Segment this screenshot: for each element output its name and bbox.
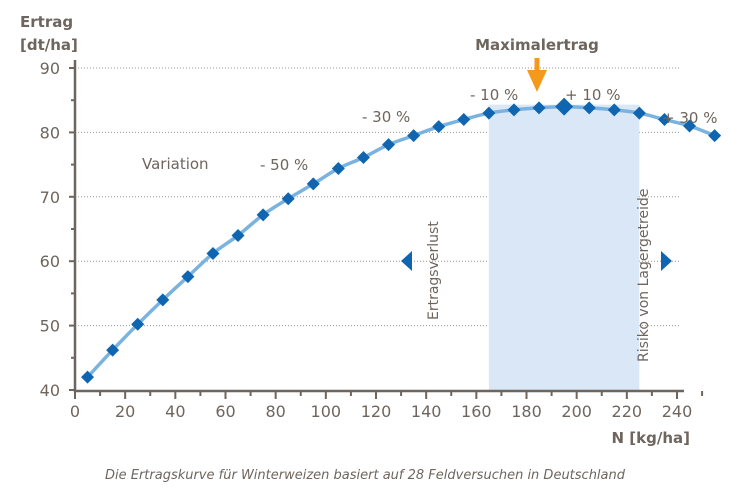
x-tick-label: 140 xyxy=(411,402,442,421)
data-point xyxy=(457,113,471,127)
data-point xyxy=(607,103,621,117)
data-point xyxy=(206,246,220,260)
data-point xyxy=(482,106,496,120)
optimal-range-highlight xyxy=(488,104,640,391)
x-tick-label: 160 xyxy=(461,402,492,421)
x-axis-label: N [kg/ha] xyxy=(612,429,690,447)
y-tick-label: 70 xyxy=(40,188,60,207)
caption: Die Ertragskurve für Winterweizen basier… xyxy=(104,468,626,483)
data-point xyxy=(331,161,345,175)
annotation-plus10: + 10 % xyxy=(565,86,620,104)
data-point xyxy=(432,120,446,134)
x-tick-label: 220 xyxy=(612,402,643,421)
data-point xyxy=(683,119,697,133)
data-point xyxy=(632,106,646,120)
data-point xyxy=(181,270,195,284)
y-axis-label-2: [dt/ha] xyxy=(20,36,78,54)
y-tick-label: 90 xyxy=(40,59,60,78)
x-tick-label: 0 xyxy=(70,402,80,421)
data-point xyxy=(81,370,95,384)
x-tick-label: 80 xyxy=(265,402,285,421)
max-data-point xyxy=(555,97,574,116)
data-point xyxy=(708,129,722,143)
annotation-minus10: - 10 % xyxy=(470,86,518,104)
x-tick-label: 100 xyxy=(311,402,342,421)
data-point xyxy=(356,151,370,165)
annotation-plus30: + 30 % xyxy=(662,109,717,127)
data-point xyxy=(106,343,120,357)
y-tick-label: 80 xyxy=(40,123,60,142)
data-point xyxy=(231,228,245,242)
x-tick-label: 200 xyxy=(561,402,592,421)
annotation-minus30: - 30 % xyxy=(362,108,410,126)
annotation-ertragsverlust: Ertragsverlust xyxy=(426,221,442,320)
left-arrow-icon xyxy=(401,251,412,271)
right-arrow-icon xyxy=(661,251,672,271)
annotation-minus50: - 50 % xyxy=(260,156,308,174)
x-tick-label: 40 xyxy=(165,402,185,421)
data-point xyxy=(507,103,521,117)
x-tick-label: 180 xyxy=(511,402,542,421)
max-arrow-icon xyxy=(527,58,547,92)
annotation-variation: Variation xyxy=(142,155,209,173)
data-point xyxy=(657,113,671,127)
y-tick-label: 40 xyxy=(40,381,60,400)
data-point xyxy=(532,101,546,115)
annotation-risiko-lagergetreide: Risiko von Lagergetreide xyxy=(636,189,652,362)
yield-curve-chart: 40 50 60 70 80 90 0 20 40 60 80 100 120 140 160 180 200 2… xyxy=(20,13,722,447)
annotation-maximalertrag: Maximalertrag xyxy=(475,36,599,54)
data-point xyxy=(382,138,396,152)
data-point xyxy=(156,293,170,307)
data-point xyxy=(131,317,145,331)
data-point xyxy=(582,101,596,115)
y-tick-label: 60 xyxy=(40,252,60,271)
y-axis-label-1: Ertrag xyxy=(20,13,73,31)
x-tick-label: 240 xyxy=(662,402,693,421)
x-tick-label: 20 xyxy=(115,402,135,421)
x-tick-label: 60 xyxy=(215,402,235,421)
y-tick-label: 50 xyxy=(40,317,60,336)
data-point xyxy=(407,129,421,143)
data-point xyxy=(281,192,295,206)
x-tick-label: 120 xyxy=(361,402,392,421)
data-point xyxy=(306,177,320,191)
data-point xyxy=(256,208,270,222)
